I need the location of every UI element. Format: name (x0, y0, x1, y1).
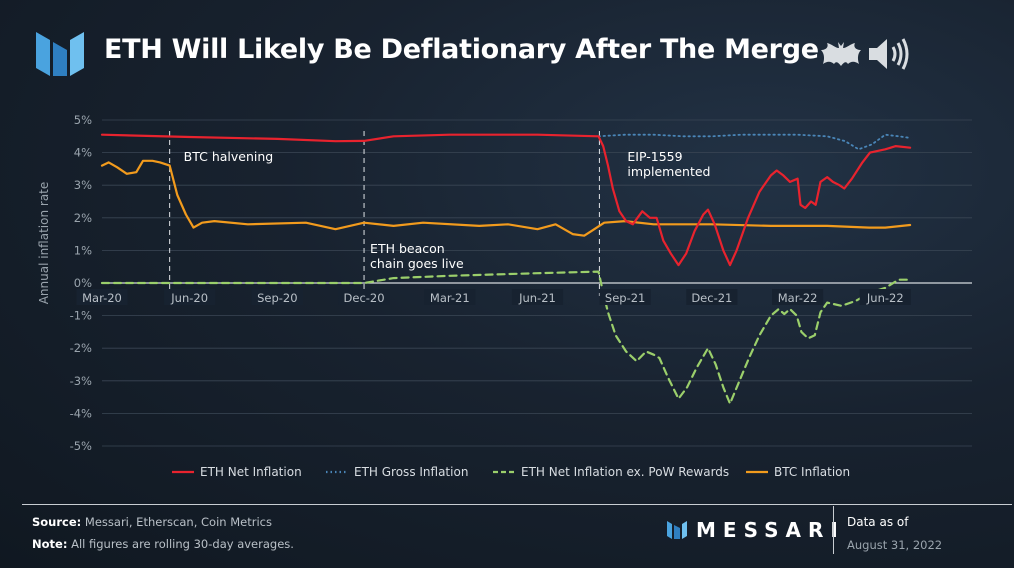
y-tick-label: -5% (70, 439, 92, 453)
x-tick-backplate (599, 289, 651, 305)
x-axis: Mar-20 Jun-20 Sep-20 Dec-20 Mar-21 Jun-21 Sep-… (76, 289, 911, 305)
y-tick-label: 4% (74, 146, 92, 160)
x-tick-backplate (686, 289, 738, 305)
messari-mark-icon (667, 521, 687, 539)
averaging-note: Note: All figures are rolling 30-day ave… (32, 537, 294, 551)
x-tick-backplate (511, 289, 564, 305)
messari-brand: MESSARI (666, 518, 845, 542)
x-tick-label: Sep-20 (257, 291, 297, 305)
x-tick-label: Mar-21 (430, 291, 470, 305)
eth-net-inflation-ex-pow-rewards-line (100, 270, 912, 405)
legend-label: ETH Net Inflation (200, 465, 302, 479)
y-tick-label: -2% (70, 341, 92, 355)
btc-inflation-line (100, 159, 912, 237)
x-tick-label: Mar-20 (82, 291, 122, 305)
eth-gross-inflation-line (597, 133, 911, 151)
y-axis-label: Annual inflation rate (37, 182, 51, 305)
x-tick-backplate (76, 289, 128, 305)
x-tick-backplate (424, 289, 476, 305)
chart-title: ETH Will Likely Be Deflationary After Th… (104, 34, 819, 65)
x-tick-backplate (338, 289, 390, 305)
y-tick-label: 1% (74, 243, 92, 257)
chart-series (100, 133, 912, 405)
event-annotations: BTC halvening ETH beacon chain goes live EI… (169, 131, 710, 296)
y-tick-label: -1% (70, 309, 92, 323)
y-tick-label: -3% (70, 374, 92, 388)
source-label: Source: (32, 515, 82, 529)
footer-vertical-divider (833, 506, 834, 554)
footer-divider (22, 504, 1012, 505)
y-tick-label: 2% (74, 211, 92, 225)
data-as-of-label: Data as of (847, 515, 909, 529)
y-tick-label: 5% (74, 113, 92, 127)
x-tick-label: Dec-20 (344, 291, 385, 305)
x-tick-backplate (772, 289, 824, 305)
y-tick-label: 0% (74, 276, 92, 290)
messari-logo-icon (36, 32, 84, 76)
legend-label: ETH Gross Inflation (354, 465, 468, 479)
x-tick-label: Jun-22 (866, 291, 904, 305)
y-axis: 5% 4% 3% 2% 1% 0% -1% -2% -3% -4% -5% (70, 113, 92, 453)
annotation-label: BTC halvening (184, 149, 274, 164)
x-tick-label: Mar-22 (778, 291, 818, 305)
legend-label: ETH Net Inflation ex. PoW Rewards (521, 465, 729, 479)
x-tick-label: Sep-21 (605, 291, 645, 305)
note-label: Note: (32, 537, 68, 551)
x-tick-backplate (251, 289, 303, 305)
source-note: Source: Messari, Etherscan, Coin Metrics (32, 515, 272, 529)
source-text: Messari, Etherscan, Coin Metrics (84, 515, 272, 529)
x-tick-backplate (859, 289, 911, 305)
eth-net-inflation-line (100, 133, 912, 267)
y-tick-label: 3% (74, 178, 92, 192)
legend-label: BTC Inflation (774, 465, 850, 479)
x-tick-backplate (164, 289, 216, 305)
y-tick-label: -4% (70, 406, 92, 420)
note-text: All figures are rolling 30-day averages. (71, 537, 294, 551)
x-tick-label: Jun-20 (170, 291, 208, 305)
speaker-icon[interactable] (866, 36, 910, 72)
x-tick-label: Dec-21 (691, 291, 732, 305)
bat-icon (821, 42, 861, 66)
annotation-label: EIP-1559 implemented (627, 149, 710, 179)
annotation-label: ETH beacon chain goes live (370, 241, 464, 271)
inflation-line-chart: 5% 4% 3% 2% 1% 0% -1% -2% -3% -4% -5% Annual infla… (37, 113, 972, 479)
brand-wordmark: MESSARI (696, 518, 845, 542)
x-tick-label: Jun-21 (518, 291, 556, 305)
chart-gridlines (102, 119, 972, 447)
chart-legend: ETH Net Inflation ETH Gross Inflation ETH … (172, 465, 850, 479)
data-as-of-date: August 31, 2022 (847, 538, 943, 552)
